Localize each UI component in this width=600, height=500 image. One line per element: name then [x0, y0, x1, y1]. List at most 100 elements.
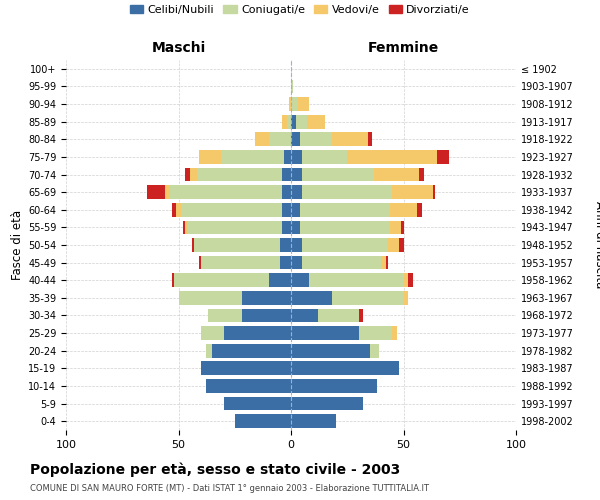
Bar	[255, 132, 269, 146]
Bar	[176, 203, 181, 216]
Bar	[437, 150, 449, 164]
Bar	[291, 379, 377, 393]
Bar	[367, 132, 372, 146]
Bar	[185, 168, 190, 181]
Bar	[291, 291, 331, 304]
Text: COMUNE DI SAN MAURO FORTE (MT) - Dati ISTAT 1° gennaio 2003 - Elaborazione TUTTI: COMUNE DI SAN MAURO FORTE (MT) - Dati IS…	[30, 484, 429, 493]
Bar	[241, 291, 291, 304]
Bar	[392, 326, 397, 340]
Bar	[194, 238, 280, 252]
Bar	[201, 256, 280, 270]
Bar	[307, 115, 325, 128]
Bar	[417, 203, 421, 216]
Bar	[390, 220, 401, 234]
Bar	[408, 274, 413, 287]
Bar	[172, 274, 174, 287]
Bar	[298, 97, 309, 111]
Bar	[291, 186, 302, 199]
Bar	[291, 414, 336, 428]
Bar	[291, 362, 399, 375]
Bar	[282, 220, 291, 234]
Bar	[172, 203, 176, 216]
Bar	[401, 220, 404, 234]
Bar	[165, 186, 170, 199]
Bar	[197, 168, 282, 181]
Bar	[280, 256, 291, 270]
Bar	[433, 186, 435, 199]
Y-axis label: Anni di nascita: Anni di nascita	[593, 202, 600, 288]
Bar	[300, 203, 390, 216]
Bar	[331, 291, 404, 304]
Bar	[392, 186, 433, 199]
Bar	[223, 326, 291, 340]
Legend: Celibi/Nubili, Coniugati/e, Vedovi/e, Divorziati/e: Celibi/Nubili, Coniugati/e, Vedovi/e, Di…	[125, 0, 475, 20]
Bar	[386, 256, 388, 270]
Bar	[291, 115, 296, 128]
Bar	[291, 220, 300, 234]
Bar	[282, 186, 291, 199]
Bar	[287, 115, 291, 128]
Bar	[302, 150, 347, 164]
Bar	[291, 274, 309, 287]
Bar	[190, 168, 197, 181]
Bar	[174, 274, 269, 287]
Bar	[302, 186, 392, 199]
Bar	[291, 256, 302, 270]
Bar	[179, 291, 241, 304]
Bar	[183, 220, 185, 234]
Bar	[347, 150, 437, 164]
Bar	[269, 274, 291, 287]
Bar	[359, 308, 363, 322]
Bar	[282, 203, 291, 216]
Bar	[291, 132, 300, 146]
Bar	[318, 308, 359, 322]
Bar	[212, 344, 291, 358]
Bar	[374, 168, 419, 181]
Bar	[302, 256, 381, 270]
Bar	[205, 344, 212, 358]
Bar	[289, 97, 291, 111]
Bar	[300, 132, 331, 146]
Bar	[201, 326, 223, 340]
Bar	[241, 308, 291, 322]
Bar	[331, 132, 367, 146]
Bar	[381, 256, 386, 270]
Bar	[185, 220, 187, 234]
Bar	[291, 203, 300, 216]
Bar	[309, 274, 404, 287]
Bar	[296, 115, 307, 128]
Bar	[388, 238, 399, 252]
Bar	[291, 97, 298, 111]
Bar	[192, 238, 194, 252]
Bar	[282, 168, 291, 181]
Bar	[419, 168, 424, 181]
Bar	[199, 150, 221, 164]
Bar	[147, 186, 165, 199]
Bar	[235, 414, 291, 428]
Y-axis label: Fasce di età: Fasce di età	[11, 210, 24, 280]
Bar	[390, 203, 417, 216]
Bar	[199, 256, 201, 270]
Bar	[300, 220, 390, 234]
Bar	[269, 132, 291, 146]
Bar	[291, 168, 302, 181]
Bar	[291, 80, 293, 94]
Bar	[187, 220, 282, 234]
Bar	[404, 291, 408, 304]
Bar	[291, 344, 370, 358]
Bar	[291, 326, 359, 340]
Bar	[291, 396, 363, 410]
Bar	[370, 344, 379, 358]
Bar	[284, 150, 291, 164]
Text: Popolazione per età, sesso e stato civile - 2003: Popolazione per età, sesso e stato civil…	[30, 462, 400, 477]
Bar	[205, 379, 291, 393]
Bar	[282, 115, 287, 128]
Bar	[291, 238, 302, 252]
Bar	[170, 186, 282, 199]
Bar	[280, 238, 291, 252]
Bar	[302, 238, 388, 252]
Bar	[201, 362, 291, 375]
Bar	[208, 308, 241, 322]
Bar	[221, 150, 284, 164]
Bar	[223, 396, 291, 410]
